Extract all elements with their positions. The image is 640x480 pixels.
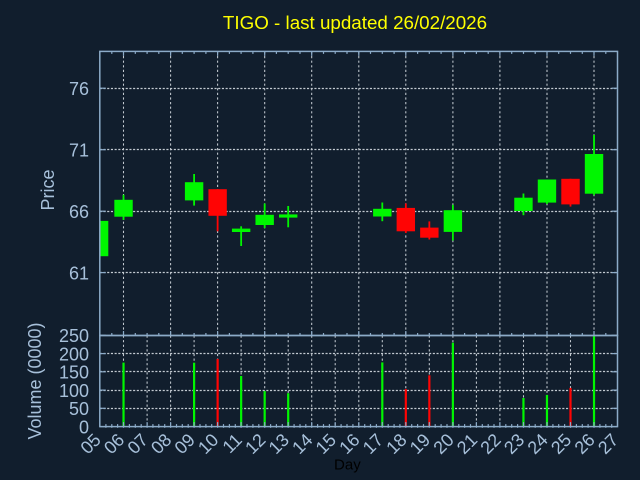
svg-text:Day: Day <box>334 457 361 474</box>
svg-text:50: 50 <box>69 399 89 419</box>
svg-text:Volume (0000): Volume (0000) <box>25 322 45 439</box>
svg-text:0: 0 <box>79 417 89 437</box>
svg-text:TIGO - last updated 26/02/2026: TIGO - last updated 26/02/2026 <box>223 12 487 33</box>
svg-text:250: 250 <box>59 326 89 346</box>
svg-text:61: 61 <box>69 263 89 283</box>
svg-text:100: 100 <box>59 381 89 401</box>
svg-text:200: 200 <box>59 344 89 364</box>
svg-text:Price: Price <box>38 169 58 210</box>
svg-text:71: 71 <box>69 140 89 160</box>
svg-text:150: 150 <box>59 363 89 383</box>
svg-text:66: 66 <box>69 202 89 222</box>
svg-text:76: 76 <box>69 79 89 99</box>
